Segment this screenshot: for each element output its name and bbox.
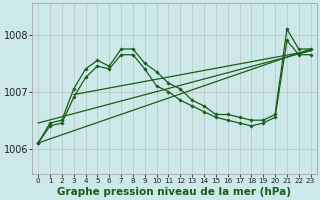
- X-axis label: Graphe pression niveau de la mer (hPa): Graphe pression niveau de la mer (hPa): [57, 187, 292, 197]
